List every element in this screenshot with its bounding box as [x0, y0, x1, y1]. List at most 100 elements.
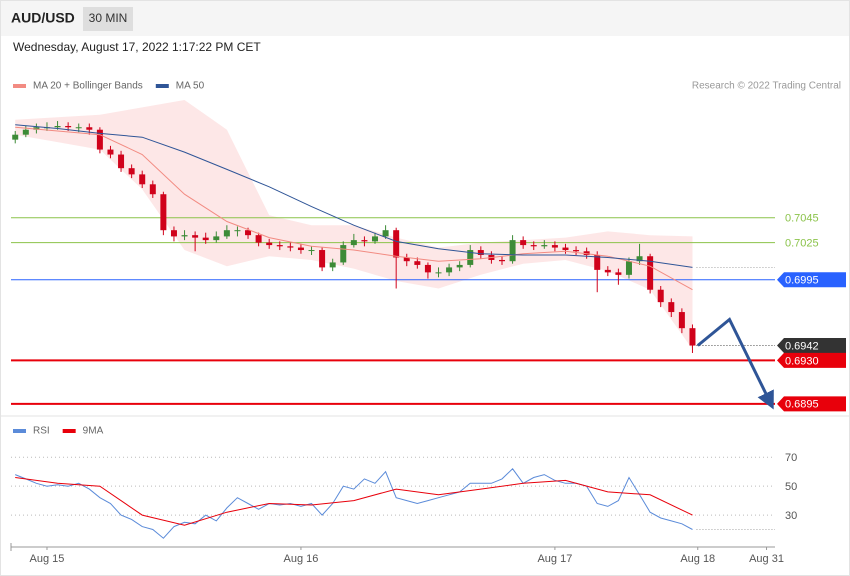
legend-label: RSI — [33, 426, 50, 437]
candle-body — [456, 264, 463, 268]
price-label: 0.6895 — [785, 399, 819, 411]
x-tick-label: Aug 16 — [284, 553, 319, 565]
candle-body — [647, 256, 654, 290]
candle-body — [160, 194, 167, 231]
candle-body — [213, 236, 220, 241]
candle-body — [96, 129, 103, 150]
candle-body — [573, 250, 580, 252]
header-bar — [1, 1, 849, 36]
timeframe[interactable]: 30 MIN — [89, 11, 128, 25]
x-tick-label: Aug 15 — [30, 553, 65, 565]
price-label: 0.6995 — [785, 275, 819, 287]
legend-label: MA 20 + Bollinger Bands — [33, 81, 143, 92]
timeframe-box[interactable] — [83, 7, 133, 31]
price-label: 0.6942 — [785, 340, 819, 352]
bollinger-band — [15, 100, 693, 350]
price-label: 0.7025 — [785, 238, 819, 250]
candle-body — [530, 245, 537, 247]
candle-body — [33, 127, 40, 130]
price-label-box — [777, 272, 846, 288]
timestamp: Wednesday, August 17, 2022 1:17:22 PM CE… — [13, 40, 261, 54]
y-tick-label: 50 — [785, 481, 797, 493]
candle-body — [446, 267, 453, 273]
candle-body — [361, 240, 368, 242]
candle-body — [403, 257, 410, 262]
candle-body — [498, 259, 505, 262]
candle-body — [551, 245, 558, 248]
candle-body — [276, 245, 283, 247]
candle-body — [382, 230, 389, 237]
candle-body — [509, 240, 516, 262]
candle-body — [266, 242, 273, 246]
candle-body — [22, 129, 29, 135]
candle-body — [319, 250, 326, 268]
price-label-box — [777, 338, 846, 354]
candle-body — [86, 127, 93, 130]
candle-body — [424, 264, 431, 273]
candle-body — [255, 235, 262, 243]
candle-body — [636, 256, 643, 262]
candle-body — [118, 154, 125, 169]
candle-body — [234, 230, 241, 232]
ma-line — [15, 124, 693, 268]
forecast-arrow — [696, 317, 774, 410]
candle-body — [350, 240, 357, 246]
candle-body — [435, 272, 442, 274]
candle-body — [604, 269, 611, 273]
candle-body — [202, 237, 209, 241]
candle-body — [393, 230, 400, 258]
candle-body — [107, 149, 114, 155]
candle-body — [562, 247, 569, 251]
legend-label: 9MA — [83, 426, 104, 437]
x-tick-label: Aug 18 — [680, 553, 715, 565]
candle-body — [668, 302, 675, 313]
candle-body — [181, 235, 188, 237]
candle-body — [329, 262, 336, 268]
candle-body — [583, 251, 590, 255]
candle-body — [678, 312, 685, 329]
x-tick-label: Aug 17 — [537, 553, 572, 565]
candle-body — [139, 174, 146, 185]
legend-label: MA 50 — [176, 81, 205, 92]
candle-body — [54, 126, 61, 128]
legend-swatch — [13, 429, 26, 433]
credit: Research © 2022 Trading Central — [692, 81, 841, 92]
candle-body — [170, 230, 177, 237]
candle-body — [615, 272, 622, 275]
price-label: 0.6930 — [785, 355, 819, 367]
legend-swatch — [62, 429, 76, 433]
candle-body — [689, 328, 696, 346]
candle-body — [541, 245, 548, 247]
candle-body — [520, 240, 527, 246]
candle-body — [65, 126, 72, 128]
symbol: AUD/USD — [11, 10, 75, 26]
candle-body — [223, 230, 230, 237]
candle-body — [287, 246, 294, 248]
y-tick-label: 70 — [785, 452, 797, 464]
candle-body — [340, 245, 347, 263]
candle-body — [12, 134, 19, 140]
price-label-box — [777, 352, 846, 368]
candle-body — [467, 250, 474, 265]
y-tick-label: 30 — [785, 510, 797, 522]
ma-line — [15, 126, 693, 291]
price-label: 0.7045 — [785, 213, 819, 225]
candle-body — [594, 255, 601, 270]
candle-body — [192, 235, 199, 238]
candle-body — [149, 184, 156, 195]
legend-swatch — [155, 84, 169, 88]
candle-body — [297, 247, 304, 251]
candle-body — [414, 261, 421, 265]
legend-swatch — [13, 84, 26, 88]
candle-body — [308, 250, 315, 252]
candle-body — [477, 250, 484, 255]
x-tick-label: Aug 31 — [749, 553, 784, 565]
candle-body — [372, 236, 379, 242]
candle-body — [245, 230, 252, 236]
candle-body — [625, 261, 632, 275]
price-label-box — [777, 396, 846, 412]
indicator-line — [15, 477, 693, 526]
